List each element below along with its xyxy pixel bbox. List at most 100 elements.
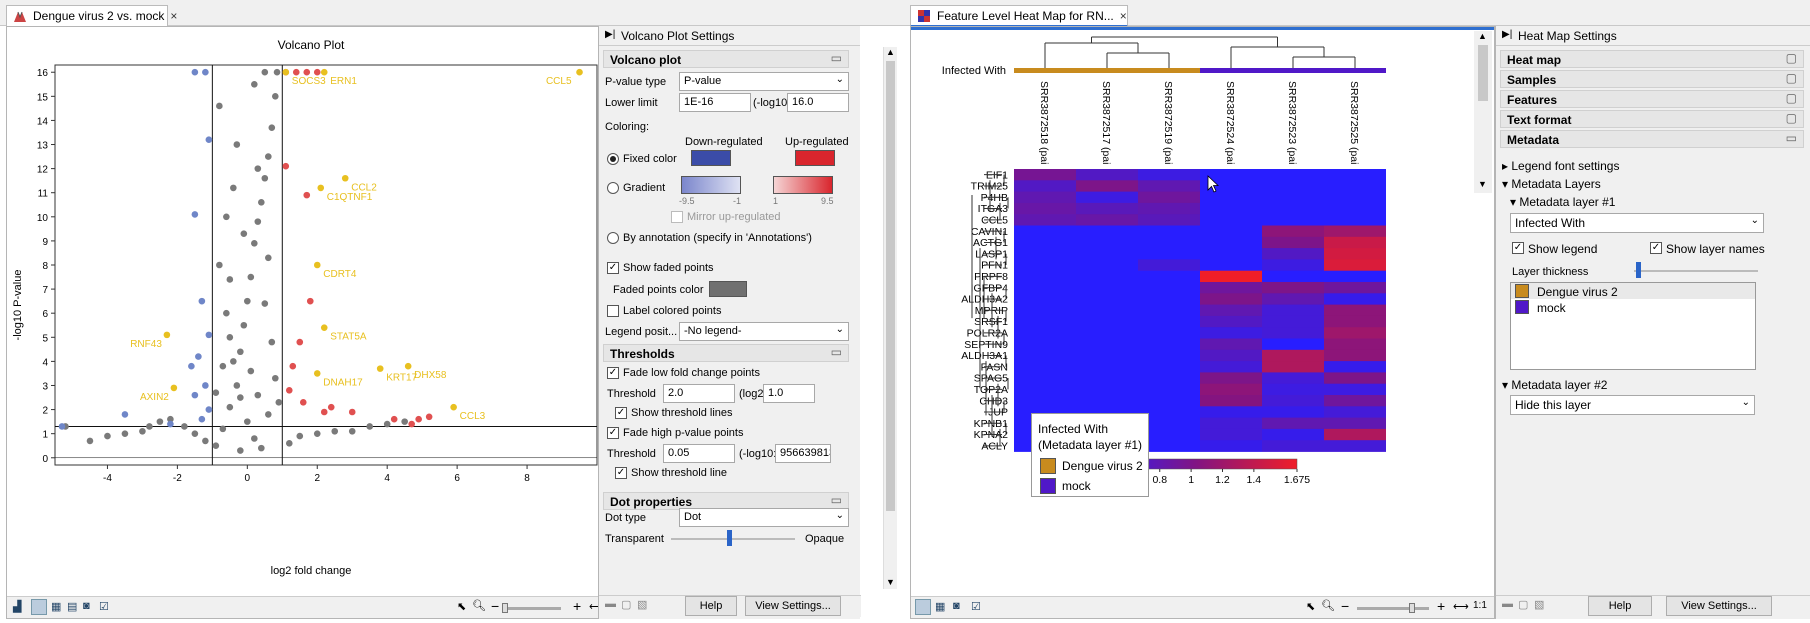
threshold1-input[interactable]: 2.0 <box>663 384 735 403</box>
minimize-icon[interactable]: ▭ <box>1785 131 1797 145</box>
by-annotation-radio[interactable] <box>607 232 619 244</box>
help-button[interactable]: Help <box>1588 596 1652 616</box>
zoom-in-icon[interactable]: 🔍︎ <box>1321 600 1335 612</box>
history-icon[interactable]: ◙ <box>953 600 960 612</box>
metadata-layer2-header[interactable]: ▾ Metadata layer #2 <box>1502 378 1607 392</box>
scroll-up-icon[interactable]: ▲ <box>886 47 895 57</box>
show-legend-checkbox[interactable]: ✓ <box>1512 242 1524 254</box>
help-button[interactable]: Help <box>685 596 737 616</box>
section-metadata[interactable]: Metadata ▭ <box>1500 130 1804 148</box>
up-gradient[interactable] <box>773 176 833 194</box>
threshold2-input[interactable]: 0.05 <box>663 444 735 463</box>
scroll-down-icon[interactable]: ▼ <box>1478 179 1487 189</box>
minimize-icon[interactable]: ▭ <box>830 51 842 65</box>
grid-icon[interactable]: ▤ <box>67 601 78 613</box>
section-heat-map[interactable]: Heat map ▢ <box>1500 50 1804 68</box>
scroll-up-icon[interactable]: ▲ <box>1478 31 1487 41</box>
scrollbar-thumb[interactable] <box>1478 45 1488 101</box>
layer-item-label-mock[interactable]: mock <box>1537 301 1566 315</box>
report-icon[interactable]: ☑ <box>971 601 981 613</box>
pvalue-type-select[interactable]: P-value ⌄ <box>679 72 849 91</box>
table-icon[interactable]: ▦ <box>935 601 946 613</box>
expand-icon[interactable]: ▢ <box>1785 91 1797 105</box>
collapse-arrow-icon[interactable]: ▶| <box>605 29 616 40</box>
select-tool-icon[interactable]: ⬉ <box>457 601 467 613</box>
layer1-select[interactable]: Infected With ⌄ <box>1510 213 1764 233</box>
volcano-plot[interactable]: Volcano Plot log2 fold change -log10 P-v… <box>7 27 621 592</box>
log2-input[interactable]: 1.0 <box>763 384 815 403</box>
down-color-swatch[interactable] <box>691 150 731 166</box>
settings-scrollbar[interactable]: ▲ ▼ <box>883 47 897 589</box>
layer-item-swatch-mock[interactable] <box>1515 300 1529 314</box>
label-colored-checkbox[interactable] <box>607 305 619 317</box>
zoom-slider-handle[interactable] <box>502 603 508 613</box>
tab-heatmap[interactable]: Feature Level Heat Map for RN... × <box>910 5 1128 27</box>
fade-high-checkbox[interactable]: ✓ <box>607 427 619 439</box>
show-layer-names-checkbox[interactable]: ✓ <box>1650 242 1662 254</box>
section-volcano-plot[interactable]: Volcano plot ▭ <box>603 50 849 68</box>
minimize-icon[interactable]: ▭ <box>830 493 842 507</box>
zoom-in-icon[interactable]: 🔍︎ <box>472 600 486 612</box>
section-features[interactable]: Features ▢ <box>1500 90 1804 108</box>
heatmap-canvas[interactable]: Infected With SRR3872518 (pai SRR3872517 (… <box>911 27 1471 597</box>
close-icon[interactable]: × <box>170 9 178 23</box>
save-icon[interactable]: ▢ <box>621 599 632 611</box>
zoom-plus-icon[interactable]: + <box>573 598 582 614</box>
tab-volcano[interactable]: Dengue virus 2 vs. mock × <box>6 5 177 27</box>
faded-color-swatch[interactable] <box>709 281 747 297</box>
show-threshold-lines-checkbox[interactable]: ✓ <box>615 407 627 419</box>
bar-chart-icon[interactable]: ▟ <box>13 601 22 613</box>
section-thresholds[interactable]: Thresholds ▭ <box>603 344 849 362</box>
select-tool-icon[interactable]: ⬉ <box>1306 601 1316 613</box>
apply-icon[interactable]: ▧ <box>1534 599 1545 611</box>
layer-thickness-handle[interactable] <box>1636 262 1641 278</box>
table-icon[interactable]: ▦ <box>51 601 62 613</box>
fade-low-checkbox[interactable]: ✓ <box>607 367 619 379</box>
zoom-minus-icon[interactable]: − <box>491 598 500 614</box>
zoom-slider-handle[interactable] <box>1409 603 1415 613</box>
up-color-swatch[interactable] <box>795 150 835 166</box>
scrollbar-thumb[interactable] <box>886 61 895 511</box>
close-icon[interactable]: × <box>1119 9 1127 23</box>
layer-item-swatch-dengue[interactable] <box>1515 284 1529 298</box>
zoom-slider[interactable] <box>1357 607 1429 610</box>
down-gradient[interactable] <box>681 176 741 194</box>
expand-icon[interactable]: ▢ <box>1785 51 1797 65</box>
view-settings-button[interactable]: View Settings... <box>745 596 841 616</box>
expand-icon[interactable]: ▢ <box>1785 71 1797 85</box>
view-settings-button[interactable]: View Settings... <box>1666 596 1772 616</box>
save-icon[interactable]: ▢ <box>1518 599 1529 611</box>
legend-font-settings[interactable]: ▸ Legend font settings <box>1502 159 1619 173</box>
collapse-arrow-icon[interactable]: ▶| <box>1502 29 1513 40</box>
minimize-icon[interactable]: ▭ <box>830 345 842 359</box>
scroll-down-icon[interactable]: ▼ <box>886 577 895 587</box>
layer-item-label-dengue[interactable]: Dengue virus 2 <box>1537 285 1618 299</box>
layer2-select[interactable]: Hide this layer ⌄ <box>1510 395 1755 415</box>
fixed-color-radio[interactable] <box>607 153 619 165</box>
show-faded-checkbox[interactable]: ✓ <box>607 262 619 274</box>
zoom-minus-icon[interactable]: − <box>1341 598 1350 614</box>
report-icon[interactable]: ☑ <box>99 601 109 613</box>
legend-position-select[interactable]: -No legend- ⌄ <box>679 322 849 341</box>
zoom-plus-icon[interactable]: + <box>1437 598 1446 614</box>
section-samples[interactable]: Samples ▢ <box>1500 70 1804 88</box>
heatmap-view-icon[interactable] <box>915 599 931 615</box>
mirror-checkbox[interactable] <box>671 211 683 223</box>
apply-icon[interactable]: ▧ <box>637 599 648 611</box>
zoom-slider[interactable] <box>505 607 561 610</box>
minimize-all-icon[interactable]: ▬ <box>605 598 616 610</box>
lower-limit-input[interactable]: 1E-16 <box>679 93 751 112</box>
section-text-format[interactable]: Text format ▢ <box>1500 110 1804 128</box>
gradient-radio[interactable] <box>607 182 619 194</box>
volcano-view-icon[interactable] <box>31 599 47 615</box>
heatmap-scrollbar[interactable]: ▲ ▼ <box>1474 31 1492 193</box>
transparency-slider[interactable] <box>671 538 795 540</box>
layer-thickness-slider[interactable] <box>1634 270 1758 272</box>
expand-icon[interactable]: ▢ <box>1785 111 1797 125</box>
minimize-all-icon[interactable]: ▬ <box>1502 598 1513 610</box>
log10-input[interactable]: 16.0 <box>787 93 849 112</box>
metadata-layer1-header[interactable]: ▾ Metadata layer #1 <box>1510 195 1615 209</box>
history-icon[interactable]: ◙ <box>83 600 90 612</box>
show-threshold-line-checkbox[interactable]: ✓ <box>615 467 627 479</box>
actual-size-icon[interactable]: 1:1 <box>1473 600 1487 611</box>
